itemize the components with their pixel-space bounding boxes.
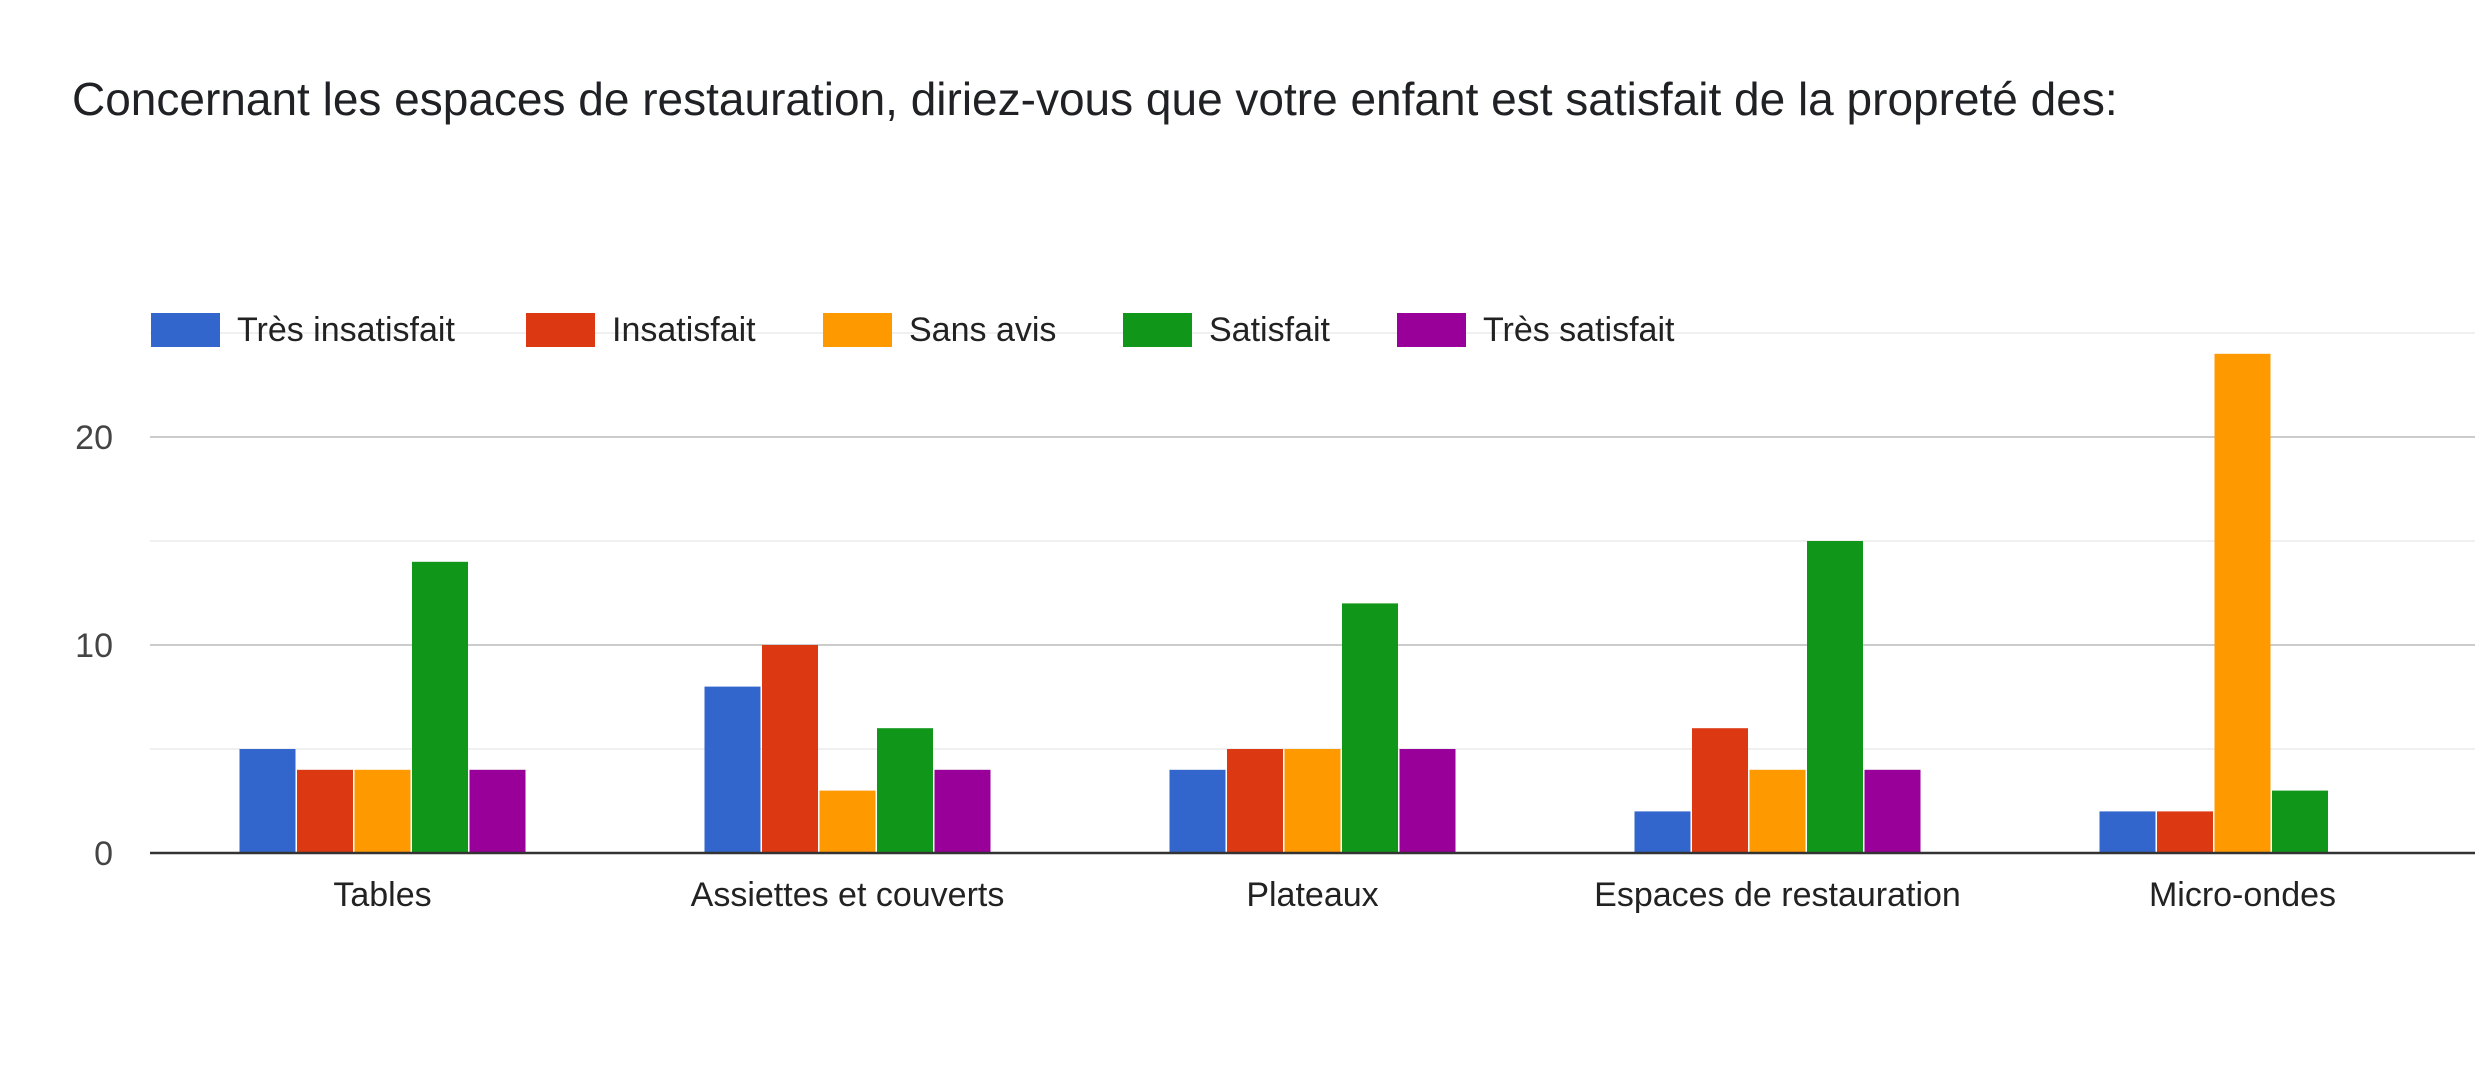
bar bbox=[2099, 811, 2156, 853]
legend-swatch bbox=[823, 313, 892, 347]
bar bbox=[762, 645, 818, 853]
y-tick-label: 10 bbox=[75, 627, 113, 665]
bar bbox=[877, 728, 933, 853]
bar bbox=[2214, 353, 2271, 853]
bars bbox=[239, 353, 2328, 853]
legend-label: Très insatisfait bbox=[237, 311, 455, 349]
legend-swatch bbox=[1123, 313, 1192, 347]
legend-swatch bbox=[151, 313, 220, 347]
bar bbox=[704, 686, 761, 853]
legend-label: Satisfait bbox=[1209, 311, 1330, 349]
x-axis-labels: Tables Assiettes et couverts Plateaux Espac… bbox=[333, 876, 2336, 914]
bar bbox=[354, 769, 411, 853]
bar bbox=[1864, 769, 1921, 853]
y-tick-label: 0 bbox=[94, 835, 113, 873]
legend: Très insatisfait Insatisfait Sans avis Sati… bbox=[151, 311, 1675, 349]
bar bbox=[1342, 603, 1398, 853]
bar bbox=[2272, 790, 2328, 853]
x-tick-label: Espaces de restauration bbox=[1594, 876, 1961, 914]
bar bbox=[412, 561, 468, 853]
x-tick-label: Tables bbox=[333, 876, 431, 914]
y-axis-ticks: 0 10 20 bbox=[75, 419, 113, 873]
bar bbox=[1227, 749, 1283, 853]
y-tick-label: 20 bbox=[75, 419, 113, 457]
legend-swatch bbox=[526, 313, 595, 347]
bar bbox=[1749, 769, 1806, 853]
bar bbox=[1169, 769, 1226, 853]
legend-label: Insatisfait bbox=[612, 311, 756, 349]
legend-label: Sans avis bbox=[909, 311, 1056, 349]
gridlines bbox=[150, 332, 2475, 750]
bar bbox=[469, 769, 526, 853]
x-tick-label: Plateaux bbox=[1246, 876, 1378, 914]
bar bbox=[1634, 811, 1691, 853]
bar bbox=[819, 790, 876, 853]
bar bbox=[934, 769, 991, 853]
x-tick-label: Micro-ondes bbox=[2149, 876, 2336, 914]
bar bbox=[297, 769, 353, 853]
x-tick-label: Assiettes et couverts bbox=[691, 876, 1005, 914]
legend-label: Très satisfait bbox=[1483, 311, 1675, 349]
bar bbox=[1692, 728, 1748, 853]
bar bbox=[1284, 749, 1341, 853]
bar bbox=[2157, 811, 2213, 853]
bar bbox=[239, 749, 296, 853]
bar bbox=[1399, 749, 1456, 853]
legend-swatch bbox=[1397, 313, 1466, 347]
bar bbox=[1807, 541, 1863, 853]
chart-title: Concernant les espaces de restauration, … bbox=[72, 73, 2118, 125]
